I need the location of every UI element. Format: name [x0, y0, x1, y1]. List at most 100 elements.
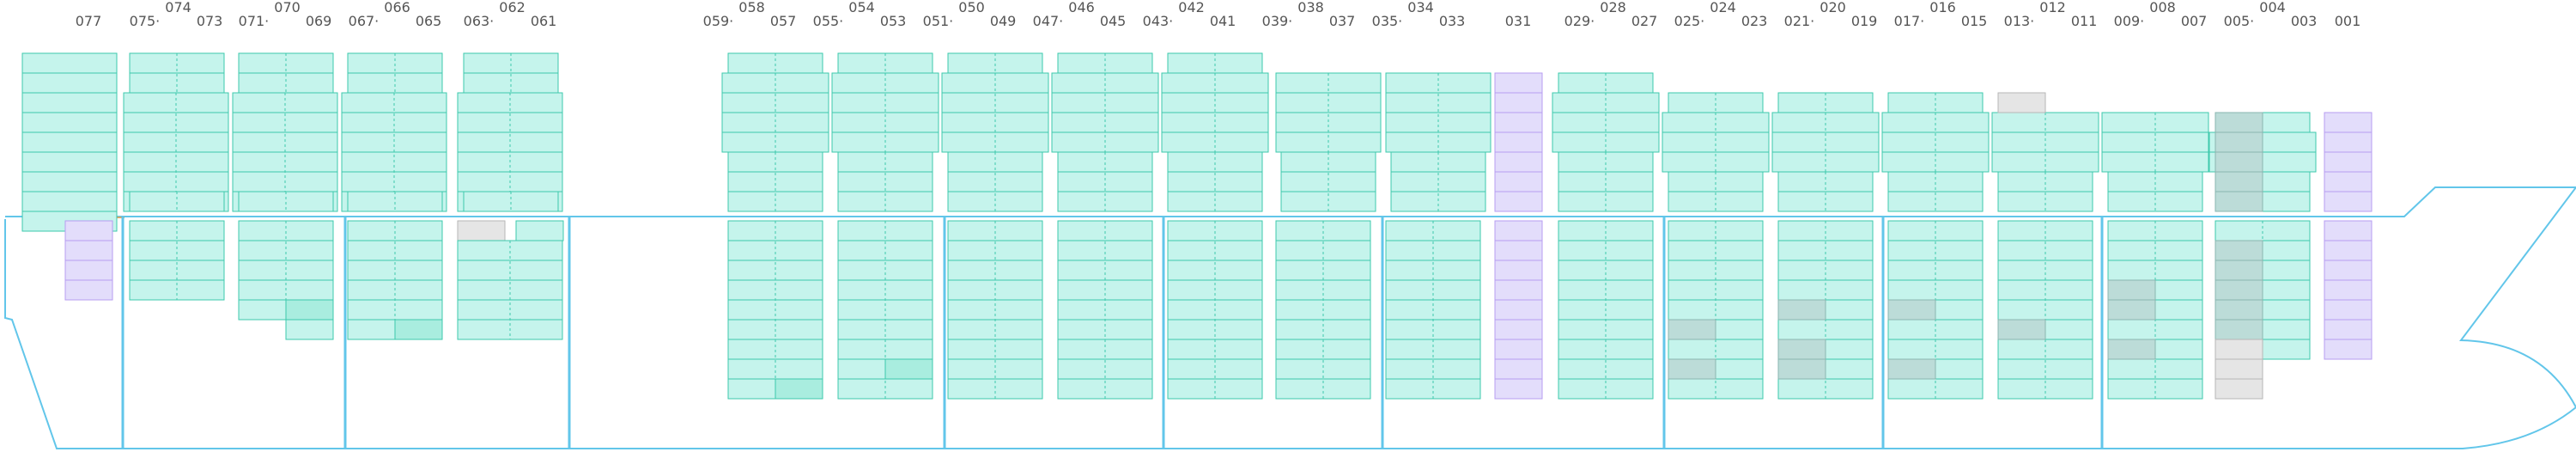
container-slot[interactable]	[1494, 339, 1543, 360]
container-slot[interactable]	[1494, 112, 1543, 133]
container-slot[interactable]	[2107, 191, 2203, 212]
bay-label-075[interactable]: 075· 074 073	[130, 0, 223, 29]
container-slot[interactable]	[2324, 319, 2372, 340]
container-slot-empty[interactable]	[1997, 92, 2046, 113]
container-slot[interactable]	[2215, 171, 2263, 192]
container-slot[interactable]	[2324, 279, 2372, 301]
container-slot[interactable]	[2324, 260, 2372, 281]
container-slot-empty[interactable]	[457, 220, 506, 241]
container-slot[interactable]	[2324, 171, 2372, 192]
bay-label-013[interactable]: 013· 012 011	[2004, 0, 2098, 29]
container-slot-empty[interactable]	[2215, 339, 2263, 360]
container-slot[interactable]	[1494, 378, 1543, 400]
container-slot[interactable]	[1777, 191, 1874, 212]
container-slot[interactable]	[2324, 299, 2372, 321]
container-slot-special[interactable]	[1777, 358, 1826, 380]
container-slot-selected[interactable]	[775, 378, 823, 400]
container-slot[interactable]	[21, 92, 118, 113]
container-slot[interactable]	[2215, 279, 2263, 301]
bay-label-063[interactable]: 063· 062 061	[464, 0, 557, 29]
bay-label-text: 039·	[1262, 13, 1293, 29]
container-slot-empty[interactable]	[2215, 358, 2263, 380]
container-slot[interactable]	[1494, 358, 1543, 380]
container-slot[interactable]	[1494, 279, 1543, 301]
bay-label-051[interactable]: 051· 050 049	[923, 0, 1017, 29]
container-slot-special[interactable]	[1887, 299, 1936, 321]
container-slot[interactable]	[64, 260, 113, 281]
bay-label-001[interactable]: 001	[2335, 13, 2361, 29]
container-slot[interactable]	[21, 72, 118, 94]
container-slot-special[interactable]	[1668, 319, 1716, 340]
bay-label-055[interactable]: 055· 054 053	[813, 0, 907, 29]
container-slot[interactable]	[2215, 151, 2263, 173]
container-slot[interactable]	[64, 279, 113, 301]
container-slot[interactable]	[1668, 191, 1764, 212]
container-slot[interactable]	[64, 240, 113, 261]
container-slot[interactable]	[1494, 299, 1543, 321]
container-slot[interactable]	[2324, 151, 2372, 173]
container-slot-selected[interactable]	[285, 299, 334, 321]
container-slot[interactable]	[1997, 191, 2093, 212]
container-slot[interactable]	[21, 131, 118, 153]
container-slot[interactable]	[1494, 191, 1543, 212]
container-slot-special[interactable]	[2107, 299, 2156, 321]
container-slot[interactable]	[2324, 339, 2372, 360]
container-slot[interactable]	[2215, 191, 2263, 212]
container-slot[interactable]	[2215, 260, 2263, 281]
bay-label-017[interactable]: 017· 016 015	[1894, 0, 1988, 29]
container-slot[interactable]	[21, 52, 118, 74]
container-slot-special[interactable]	[1997, 319, 2046, 340]
container-slot-special[interactable]	[2107, 339, 2156, 360]
container-slot[interactable]	[1494, 220, 1543, 241]
container-slot-special[interactable]	[2107, 279, 2156, 301]
bay-label-043[interactable]: 043· 042 041	[1143, 0, 1236, 29]
container-slot[interactable]	[1494, 171, 1543, 192]
container-slot[interactable]	[2324, 191, 2372, 212]
container-slot[interactable]	[64, 220, 113, 241]
container-slot[interactable]	[1494, 240, 1543, 261]
container-slot[interactable]	[1494, 151, 1543, 173]
container-slot-special[interactable]	[1777, 339, 1826, 360]
container-slot[interactable]	[1887, 191, 1984, 212]
container-slot[interactable]	[2215, 112, 2263, 133]
container-slot-special[interactable]	[1668, 358, 1716, 380]
bay-label-035[interactable]: 035· 034 033	[1372, 0, 1466, 29]
bay-sub-label: 038	[1297, 0, 1324, 15]
bay-label-077[interactable]: 077	[76, 13, 102, 29]
container-slot[interactable]	[1494, 72, 1543, 94]
bay-label-071[interactable]: 071· 070 069	[239, 0, 332, 29]
container-slot[interactable]	[1494, 131, 1543, 153]
bay-label-047[interactable]: 047· 046 045	[1033, 0, 1127, 29]
container-slot[interactable]	[2215, 131, 2263, 153]
container-slot[interactable]	[1494, 260, 1543, 281]
container-slot[interactable]	[285, 319, 334, 340]
bay-label-029[interactable]: 029· 028 027	[1564, 0, 1658, 29]
bay-label-025[interactable]: 025· 024 023	[1674, 0, 1768, 29]
container-slot[interactable]	[2324, 112, 2372, 133]
bay-label-009[interactable]: 009· 008 007	[2114, 0, 2208, 29]
bay-label-067[interactable]: 067· 066 065	[349, 0, 442, 29]
bay-label-039[interactable]: 039· 038 037	[1262, 0, 1356, 29]
container-slot[interactable]	[2215, 240, 2263, 261]
container-slot-selected[interactable]	[394, 319, 443, 340]
container-slot-selected[interactable]	[884, 358, 933, 380]
container-slot[interactable]	[1494, 92, 1543, 113]
container-slot[interactable]	[21, 112, 118, 133]
container-slot[interactable]	[515, 220, 564, 241]
container-slot-empty[interactable]	[2215, 378, 2263, 400]
container-slot-special[interactable]	[1777, 299, 1826, 321]
container-slot-special[interactable]	[1887, 358, 1936, 380]
container-slot[interactable]	[2324, 220, 2372, 241]
bay-label-031[interactable]: 031	[1505, 13, 1532, 29]
bay-label-021[interactable]: 021· 020 019	[1784, 0, 1878, 29]
container-slot[interactable]	[21, 171, 118, 192]
container-slot[interactable]	[21, 151, 118, 173]
container-slot[interactable]	[1494, 319, 1543, 340]
bay-label-005[interactable]: 005· 004 003	[2224, 0, 2318, 29]
container-slot[interactable]	[2324, 131, 2372, 153]
bay-label-059[interactable]: 059· 058 057	[703, 0, 797, 29]
container-slot[interactable]	[2324, 240, 2372, 261]
container-slot[interactable]	[21, 191, 118, 212]
container-slot[interactable]	[2215, 299, 2263, 321]
container-slot[interactable]	[2215, 319, 2263, 340]
